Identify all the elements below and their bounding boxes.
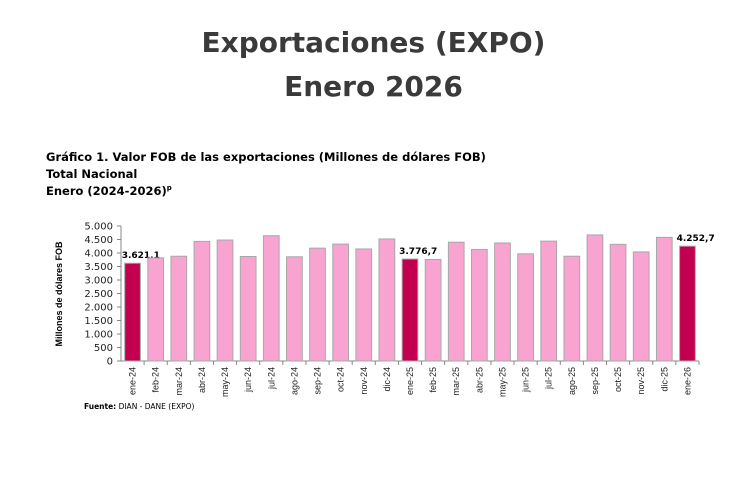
x-tick-label: sep-24 bbox=[313, 367, 323, 395]
bar-may-25 bbox=[494, 242, 511, 362]
x-tick-label: ago-25 bbox=[567, 367, 577, 395]
source-label: Fuente: bbox=[84, 402, 117, 411]
y-axis-label: Millones de dólares FOB bbox=[54, 241, 64, 347]
chart-period: Enero (2024-2026)p bbox=[46, 184, 172, 198]
data-label-ene-26: 4.252,7 bbox=[677, 234, 715, 244]
x-tick-label: may-25 bbox=[497, 367, 507, 397]
data-label-ene-24: 3.621,1 bbox=[122, 251, 160, 261]
bar-feb-24 bbox=[147, 257, 165, 362]
x-tick-label: oct-24 bbox=[336, 367, 346, 392]
bar-ago-25 bbox=[563, 255, 581, 362]
y-tick-label: 3.500 bbox=[84, 262, 113, 273]
data-label-ene-25: 3.776,7 bbox=[399, 247, 437, 257]
x-tick-label: jun-24 bbox=[243, 367, 253, 393]
bar-jun-25 bbox=[517, 253, 534, 362]
bar-abr-24 bbox=[193, 240, 211, 362]
bar-dic-25 bbox=[655, 236, 673, 362]
x-tick-label: dic-25 bbox=[659, 367, 669, 392]
x-tick-label: oct-25 bbox=[613, 367, 623, 392]
y-tick-label: 3.000 bbox=[84, 276, 113, 287]
x-tick-label: jun-25 bbox=[521, 367, 531, 393]
y-tick-label: 5.000 bbox=[84, 222, 113, 233]
x-tick-label: ene-24 bbox=[128, 367, 138, 395]
x-tick-label: sep-25 bbox=[590, 367, 600, 395]
source-note: Fuente: DIAN - DANE (EXPO) bbox=[84, 402, 194, 411]
bar-oct-24 bbox=[332, 243, 350, 362]
bar-dic-24 bbox=[378, 238, 396, 362]
x-tick-label: nov-25 bbox=[636, 367, 646, 395]
x-tick-label: jul-25 bbox=[544, 367, 554, 390]
y-tick-label: 4.500 bbox=[84, 235, 113, 246]
chart-title: Gráfico 1. Valor FOB de las exportacione… bbox=[46, 150, 486, 164]
x-tick-label: ene-26 bbox=[682, 367, 692, 395]
page-subtitle: Enero 2026 bbox=[284, 70, 463, 103]
y-tick-label: 1.000 bbox=[84, 330, 113, 341]
source-text: DIAN - DANE (EXPO) bbox=[116, 402, 195, 411]
bar-may-24 bbox=[216, 239, 234, 362]
bar-oct-25 bbox=[609, 243, 627, 362]
y-tick-label: 0 bbox=[107, 357, 113, 368]
x-tick-label: abr-24 bbox=[197, 367, 207, 393]
provisional-mark: p bbox=[166, 184, 172, 193]
bar-abr-25 bbox=[470, 248, 488, 362]
bar-jun-24 bbox=[239, 256, 257, 362]
y-tick-label: 2.000 bbox=[84, 303, 113, 314]
bar-feb-25 bbox=[424, 258, 442, 362]
x-tick-label: dic-24 bbox=[382, 367, 392, 392]
y-tick-label: 500 bbox=[94, 343, 113, 354]
x-tick-label: mar-24 bbox=[174, 367, 184, 396]
x-tick-label: mar-25 bbox=[451, 367, 461, 396]
x-tick-label: jul-24 bbox=[266, 367, 276, 390]
bar-ago-24 bbox=[286, 256, 303, 362]
y-tick-label: 1.500 bbox=[84, 316, 113, 327]
page-title: Exportaciones (EXPO) bbox=[201, 26, 546, 59]
x-tick-label: feb-24 bbox=[151, 367, 161, 393]
y-tick-label: 4.000 bbox=[84, 249, 113, 260]
x-tick-label: ago-24 bbox=[289, 367, 299, 395]
chart-period-text: Enero (2024-2026) bbox=[46, 184, 167, 198]
bar-ene-26 bbox=[679, 245, 696, 362]
x-tick-label: ene-25 bbox=[405, 367, 415, 395]
bar-sep-24 bbox=[309, 247, 326, 362]
chart-scope: Total Nacional bbox=[46, 167, 138, 181]
bar-mar-24 bbox=[170, 255, 188, 362]
x-tick-label: may-24 bbox=[220, 367, 230, 397]
bar-jul-25 bbox=[540, 240, 558, 362]
bar-jul-24 bbox=[262, 235, 280, 362]
bar-nov-25 bbox=[632, 251, 650, 362]
y-tick-label: 2.500 bbox=[84, 289, 113, 300]
x-tick-label: abr-25 bbox=[474, 367, 484, 393]
x-tick-label: feb-25 bbox=[428, 367, 438, 393]
bar-ene-24 bbox=[124, 262, 141, 362]
bar-nov-24 bbox=[355, 248, 373, 362]
bar-sep-25 bbox=[586, 234, 604, 362]
bar-mar-25 bbox=[447, 241, 465, 362]
x-tick-label: nov-24 bbox=[359, 367, 369, 395]
bar-ene-25 bbox=[401, 258, 419, 362]
